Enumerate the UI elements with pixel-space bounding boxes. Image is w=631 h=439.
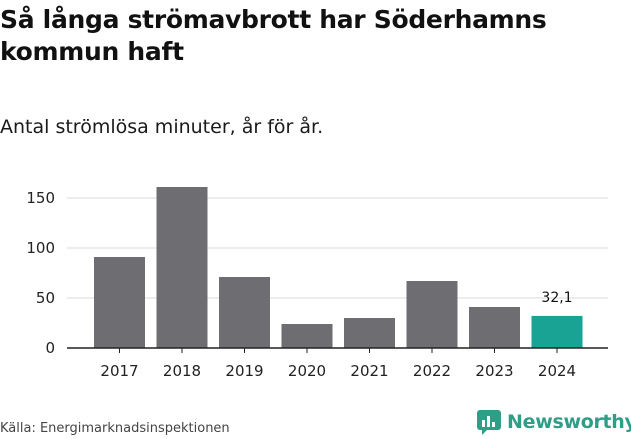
x-tick-label: 2023 xyxy=(475,362,513,380)
bars xyxy=(94,187,583,348)
y-tick-label: 0 xyxy=(45,339,55,357)
bar-chart: 0 50 100 150 2017 2018 2019 2020 2021 2022 2023 202… xyxy=(26,187,608,380)
x-tick-label: 2021 xyxy=(350,362,388,380)
x-tick-label: 2018 xyxy=(163,362,201,380)
chart-subtitle: Antal strömlösa minuter, år för år. xyxy=(0,116,324,138)
y-tick-label: 50 xyxy=(36,289,55,307)
x-tick-label: 2024 xyxy=(538,362,576,380)
x-tick-label: 2022 xyxy=(413,362,451,380)
labels: 0 50 100 150 2017 2018 2019 2020 2021 2022 2023 202… xyxy=(26,189,608,380)
newsworthy-logo-icon xyxy=(477,410,501,435)
bar-2022[interactable] xyxy=(406,281,458,348)
x-tick-label: 2020 xyxy=(288,362,326,380)
brand-logo[interactable]: Newsworthy xyxy=(476,408,631,436)
y-tick-label: 100 xyxy=(26,239,55,257)
bar-2019[interactable] xyxy=(219,277,270,348)
chart-title: Så långa strömavbrott har Söderhamns kom… xyxy=(0,5,547,66)
bar-2020[interactable] xyxy=(281,324,333,348)
gridlines xyxy=(67,197,608,299)
x-tick-label: 2017 xyxy=(100,362,138,380)
bar-2018[interactable] xyxy=(156,187,208,348)
brand-name: Newsworthy xyxy=(507,411,631,433)
y-tick-label: 150 xyxy=(26,189,55,207)
x-tick-label: 2019 xyxy=(225,362,263,380)
bar-2023[interactable] xyxy=(469,307,520,348)
bar-2024[interactable] xyxy=(531,315,583,348)
bar-2021[interactable] xyxy=(344,318,395,348)
bar-2017[interactable] xyxy=(94,257,145,348)
source-note: Källa: Energimarknadsinspektionen xyxy=(0,421,230,436)
data-label: 32,1 xyxy=(541,290,572,306)
